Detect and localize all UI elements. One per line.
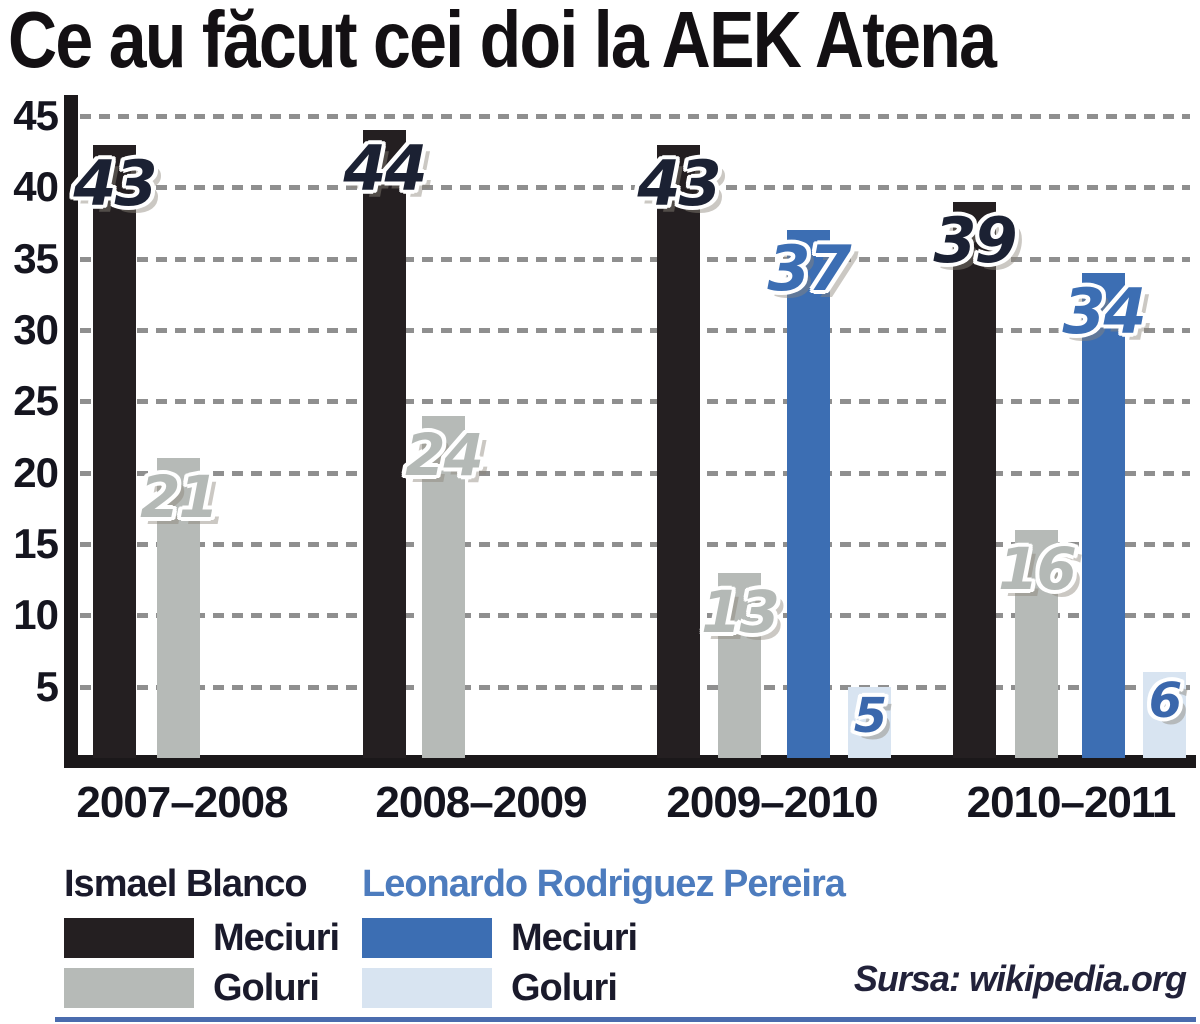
legend-entry-label: Meciuri xyxy=(511,917,638,959)
bar-value-label: 13 xyxy=(701,577,780,646)
gridline-25 xyxy=(80,399,1190,405)
bar-ismael-blanco-meciuri-2010-2011 xyxy=(953,201,996,758)
gridline-40 xyxy=(80,185,1190,191)
bar-leonardo-rodriguez-pereira-meciuri-2009-2010 xyxy=(787,230,830,758)
x-tick-label-2007-2008: 2007–2008 xyxy=(76,778,288,827)
y-tick-label-45: 45 xyxy=(13,92,59,140)
bar-ismael-blanco-goluri-2010-2011 xyxy=(1015,529,1058,758)
legend-swatch-pereira-goluri xyxy=(362,968,492,1008)
y-tick-label-15: 15 xyxy=(13,520,59,567)
bar-value-label: 6 xyxy=(1148,673,1182,730)
legend-swatch-blanco-meciuri xyxy=(64,918,194,958)
bar-value-label: 5 xyxy=(853,687,887,744)
bar-value-label: 37 xyxy=(767,232,851,306)
bar-ismael-blanco-meciuri-2009-2010 xyxy=(657,144,700,758)
legend-player-name: Leonardo Rodriguez Pereira xyxy=(362,863,846,905)
legend-swatch-blanco-goluri xyxy=(64,968,194,1008)
y-tick-label-40: 40 xyxy=(13,163,59,211)
bar-leonardo-rodriguez-pereira-goluri-2010-2011 xyxy=(1143,672,1186,758)
gridline-20 xyxy=(80,470,1190,476)
legend-entry-label: Goluri xyxy=(213,967,320,1009)
bar-value-label: 44 xyxy=(343,132,427,206)
y-tick-label-10: 10 xyxy=(13,591,59,639)
bar-value-label: 24 xyxy=(405,420,484,489)
bar-value-label: 43 xyxy=(73,146,157,220)
gridline-45 xyxy=(80,114,1190,120)
legend-column-ismael-blanco: Ismael Blanco Meciuri Goluri xyxy=(64,860,624,1018)
gridline-5 xyxy=(80,684,1190,690)
legend-entry-label: Goluri xyxy=(511,967,618,1009)
bottom-rule xyxy=(55,1017,1196,1022)
chart-title: Ce au făcut cei doi la AEK Atena xyxy=(8,0,997,84)
y-tick-label-35: 35 xyxy=(13,234,59,282)
y-tick-label-5: 5 xyxy=(35,662,59,710)
legend-entry: Goluri xyxy=(64,968,624,1008)
bar-ismael-blanco-meciuri-2008-2009 xyxy=(363,130,406,758)
gridline-35 xyxy=(80,256,1190,262)
bar-ismael-blanco-goluri-2007-2008 xyxy=(157,458,200,758)
bar-leonardo-rodriguez-pereira-goluri-2009-2010 xyxy=(848,686,891,758)
gridline-15 xyxy=(80,542,1190,547)
bar-value-label: 21 xyxy=(140,463,219,532)
bar-ismael-blanco-goluri-2009-2010 xyxy=(718,572,761,758)
bar-value-label: 43 xyxy=(637,146,721,220)
y-axis-line xyxy=(64,95,78,768)
gridline-10 xyxy=(80,613,1190,619)
y-tick-label-20: 20 xyxy=(13,448,59,496)
y-tick-label-25: 25 xyxy=(13,377,59,425)
legend-column-leonardo-rodriguez-pereira: Leonardo Rodriguez Pereira Meciuri Golur… xyxy=(362,860,922,1018)
y-tick-label-30: 30 xyxy=(13,306,59,354)
bar-value-label: 16 xyxy=(998,534,1077,603)
bar-ismael-blanco-meciuri-2007-2008 xyxy=(93,144,136,758)
gridline-30 xyxy=(80,328,1190,334)
legend-entry: Goluri xyxy=(362,968,922,1008)
legend-entry: Meciuri xyxy=(362,918,922,958)
bar-leonardo-rodriguez-pereira-meciuri-2010-2011 xyxy=(1082,272,1125,758)
legend-entry: Meciuri xyxy=(64,918,624,958)
x-axis-line xyxy=(64,755,1196,768)
legend-swatch-pereira-meciuri xyxy=(362,918,492,958)
bar-value-label: 34 xyxy=(1062,274,1146,348)
x-tick-label-2009-2010: 2009–2010 xyxy=(666,778,878,827)
bar-value-label: 39 xyxy=(933,203,1017,277)
source-credit: Sursa: wikipedia.org xyxy=(853,958,1187,999)
legend-entry-label: Meciuri xyxy=(213,917,340,959)
x-tick-label-2010-2011: 2010–2011 xyxy=(966,778,1177,827)
bar-ismael-blanco-goluri-2008-2009 xyxy=(422,415,465,758)
legend-player-name: Ismael Blanco xyxy=(64,863,308,905)
x-tick-label-2008-2009: 2008–2009 xyxy=(375,778,587,827)
